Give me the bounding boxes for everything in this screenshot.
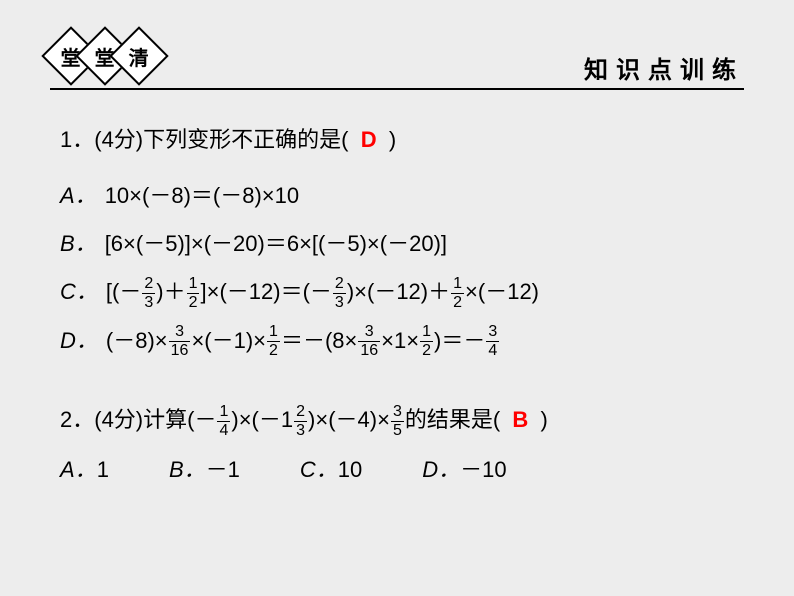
q1-text: 下列变形不正确的是( (143, 127, 348, 152)
diamond-char-3: 清 (109, 26, 168, 85)
q1-number: 1． (60, 127, 94, 152)
q2-option-a: A．1 (60, 452, 109, 484)
q1-points: (4分) (94, 127, 143, 152)
q2-options: A．1 B．－1 C．10 D．－10 (60, 452, 744, 484)
diamond-title: 堂 堂 清 (50, 35, 152, 77)
q1-option-b: B． [6×(－5)]×(－20)＝6×[(－5)×(－20)] (60, 220, 744, 268)
q2-close: ) (541, 407, 548, 432)
q2-points: (4分) (94, 407, 143, 432)
q2-option-b: B．－1 (169, 452, 240, 484)
question-2: 2．(4分)计算(－14)×(－123)×(－4)×35的结果是( B ) A．… (60, 400, 744, 484)
q2-number: 2． (60, 407, 94, 432)
header-right-text: 知识点训练 (584, 50, 744, 85)
q1-option-c: C． [(－23)＋12]×(－12)＝(－23)×(－12)＋12×(－12) (60, 268, 744, 316)
q1-close: ) (389, 127, 396, 152)
q1-option-a: A． 10×(－8)＝(－8)×10 (60, 172, 744, 220)
q1-stem: 1．(4分)下列变形不正确的是( D ) (60, 120, 744, 160)
q2-stem: 2．(4分)计算(－14)×(－123)×(－4)×35的结果是( B ) (60, 400, 744, 440)
q1-b-expr: [6×(－5)]×(－20)＝6×[(－5)×(－20)] (105, 220, 447, 268)
q1-option-d: D． (－8)×316×(－1)×12＝－(8×316×1×12)＝－34 (60, 317, 744, 365)
content-area: 1．(4分)下列变形不正确的是( D ) A． 10×(－8)＝(－8)×10 … (50, 120, 744, 484)
q1-b-label: B． (60, 220, 97, 268)
q1-d-label: D． (60, 317, 98, 365)
q1-c-expr: [(－23)＋12]×(－12)＝(－23)×(－12)＋12×(－12) (106, 268, 539, 316)
q1-a-expr: 10×(－8)＝(－8)×10 (105, 172, 299, 220)
q2-option-d: D．－10 (422, 452, 506, 484)
q2-answer: B (512, 407, 528, 432)
question-1: 1．(4分)下列变形不正确的是( D ) A． 10×(－8)＝(－8)×10 … (60, 120, 744, 365)
diamond-text-3: 清 (129, 42, 149, 71)
q2-expr: 计算(－14)×(－123)×(－4)×35 (143, 407, 405, 432)
q2-option-c: C．10 (300, 452, 362, 484)
page-header: 堂 堂 清 知识点训练 (50, 30, 744, 90)
q1-c-label: C． (60, 268, 98, 316)
q1-answer: D (361, 127, 377, 152)
q1-a-label: A． (60, 172, 97, 220)
q1-d-expr: (－8)×316×(－1)×12＝－(8×316×1×12)＝－34 (106, 317, 500, 365)
